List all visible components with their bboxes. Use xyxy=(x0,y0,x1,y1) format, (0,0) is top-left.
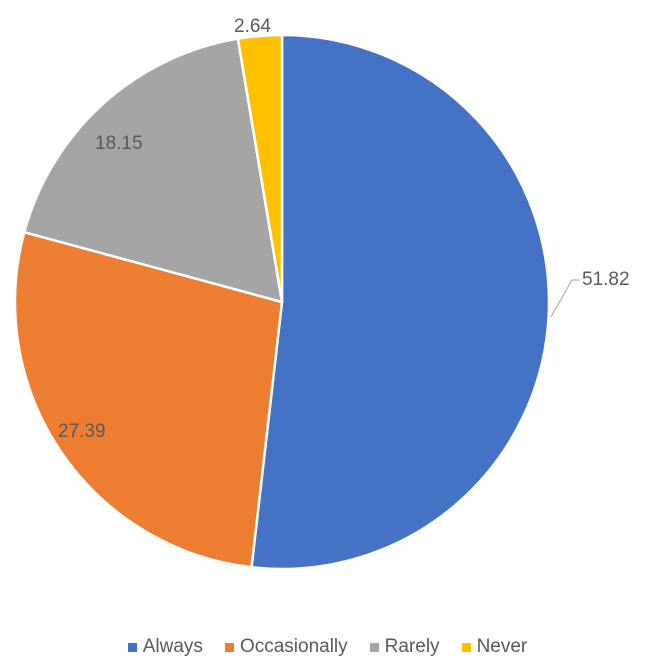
legend-swatch-always xyxy=(127,642,137,652)
legend-swatch-occasionally xyxy=(224,642,234,652)
data-label-never: 2.64 xyxy=(234,16,271,37)
legend-swatch-never xyxy=(461,642,471,652)
data-label-rarely: 18.15 xyxy=(95,133,143,154)
data-label-always: 51.82 xyxy=(582,269,630,290)
legend-swatch-rarely xyxy=(369,642,379,652)
pie-slice-always xyxy=(250,33,551,571)
legend-label-occasionally: Occasionally xyxy=(239,636,348,657)
legend-label-always: Always xyxy=(142,636,203,657)
leader-line-always xyxy=(550,279,580,318)
pie-slice-occasionally xyxy=(13,230,284,569)
legend-item-always: Always xyxy=(127,636,203,658)
legend-label-rarely: Rarely xyxy=(384,636,440,657)
pie-slice-never xyxy=(236,33,284,304)
chart-legend: Always Occasionally Rarely Never xyxy=(0,636,655,658)
legend-item-rarely: Rarely xyxy=(369,636,440,658)
pie-slice-rarely xyxy=(23,37,284,304)
legend-item-never: Never xyxy=(461,636,528,658)
legend-label-never: Never xyxy=(476,636,528,657)
data-label-occasionally: 27.39 xyxy=(58,421,106,442)
legend-item-occasionally: Occasionally xyxy=(224,636,348,658)
pie-chart: 51.82 27.39 18.15 2.64 xyxy=(13,16,630,571)
